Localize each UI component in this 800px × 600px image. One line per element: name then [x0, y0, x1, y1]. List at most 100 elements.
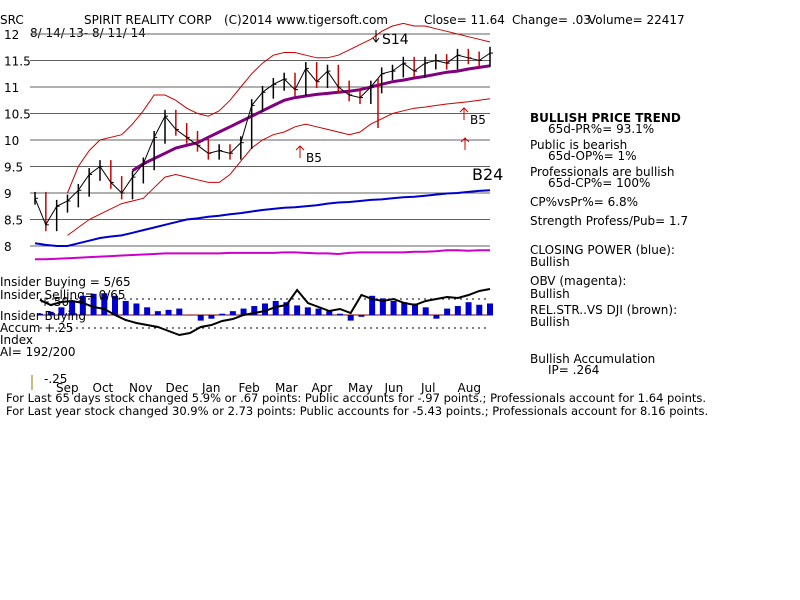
accum-minus25-label: -.25 — [44, 372, 68, 386]
accum-bar — [187, 315, 193, 316]
accum-bar — [379, 298, 386, 316]
accum-bar — [294, 305, 301, 316]
accum-bar — [208, 315, 215, 319]
analysis-line: Bullish Accumulation — [530, 352, 656, 366]
y-tick-label: 11 — [4, 81, 19, 95]
accum-bar — [412, 303, 418, 316]
accum-bar — [112, 295, 118, 316]
accum-bar — [37, 313, 43, 316]
signal-label: S14 — [382, 32, 409, 48]
accum-plus25-label: Accum +.25 — [0, 321, 74, 335]
analysis-line: IP= .264 — [548, 363, 600, 377]
signal-label: B5 — [306, 151, 322, 165]
price-bars — [34, 46, 493, 337]
obv-line — [35, 249, 490, 261]
accum-bar — [154, 311, 161, 316]
accum-bar — [444, 308, 451, 316]
y-tick-label: 12 — [4, 28, 19, 42]
analysis-line: 65d-PR%= 93.1% — [548, 122, 655, 136]
insider-buying-label-2: Insider Buying — [0, 309, 86, 323]
accum-bar — [79, 295, 86, 316]
company-name: SPIRIT REALITY CORP — [84, 13, 212, 27]
accum-bar — [122, 300, 129, 316]
y-tick-label: 11.5 — [4, 55, 31, 69]
accum-bar — [337, 313, 343, 316]
accum-bar — [433, 315, 440, 319]
buy-arrow-icon — [460, 137, 470, 150]
insider-selling-label: Insider Selling= 0/65 — [0, 288, 126, 302]
date-range: 8/ 14/ 13- 8/ 11/ 14 — [30, 26, 146, 40]
sell-arrow-icon — [372, 30, 380, 43]
accum-bar — [272, 300, 279, 316]
x-tick-label: May — [348, 381, 373, 395]
accum-bar — [315, 308, 322, 316]
x-tick-label: Sep — [56, 381, 79, 395]
closing-power-line — [34, 189, 491, 247]
analysis-line: Strength Profess/Pub= 1.7 — [530, 214, 689, 228]
accum-bar — [176, 308, 183, 316]
x-tick-label: Aug — [458, 381, 481, 395]
x-tick-label: Jun — [384, 381, 404, 395]
upper-band-line — [67, 22, 491, 194]
accum-bar — [326, 311, 333, 316]
buy-arrow-icon — [295, 145, 305, 158]
accum-bar — [144, 307, 151, 316]
chart-series — [34, 22, 491, 261]
signal-label: B5 — [470, 113, 486, 127]
relstr-line — [39, 288, 491, 337]
price-gridlines — [30, 33, 490, 247]
x-tick-label: Dec — [166, 381, 189, 395]
y-tick-label: 10.5 — [4, 108, 31, 122]
footer-1-year: For Last year stock changed 30.9% or 2.7… — [6, 404, 709, 418]
analysis-line: 65d-CP%= 100% — [548, 176, 651, 190]
accum-bar — [251, 306, 258, 316]
month-axis: Sep Oct Nov Dec Jan Feb Mar Apr May Jun Jul Aug — [31, 375, 481, 395]
analysis-line: Professionals are bullish — [530, 165, 675, 179]
accum-plus50-label: +.50 — [40, 295, 70, 309]
accum-bar — [262, 303, 268, 316]
accum-bar — [101, 293, 108, 316]
analysis-line: Bullish — [530, 287, 570, 301]
analysis-line: CP%vsPr%= 6.8% — [530, 195, 639, 209]
buy-arrow-icon — [459, 107, 469, 120]
x-tick-label: Feb — [239, 381, 260, 395]
analysis-line: CLOSING POWER (blue): — [530, 243, 675, 257]
accum-bar — [487, 303, 493, 316]
signal-label: B24 — [472, 165, 503, 184]
index-label: Index — [0, 333, 34, 347]
price-change: Change= .03 — [512, 13, 591, 27]
accum-bar — [47, 311, 54, 316]
y-tick-label: 9 — [4, 187, 12, 201]
analysis-line: BULLISH PRICE TREND — [530, 111, 681, 125]
analysis-line: 65d-OP%= 1% — [548, 149, 637, 163]
accum-bar — [133, 303, 140, 316]
price-axis-ticks: 12 11.5 11 10.5 10 9.5 9 8.5 8 — [4, 28, 31, 254]
x-tick-label: Jan — [201, 381, 221, 395]
ma-purple-line — [131, 64, 491, 172]
signal-annotations: S14 B5 B5 B24 — [295, 30, 503, 184]
accum-bar — [219, 313, 226, 316]
accum-bar — [476, 304, 483, 316]
accum-bar — [347, 315, 354, 321]
x-tick-label: Jul — [420, 381, 435, 395]
close-price: Close= 11.64 — [424, 13, 505, 27]
ai-score-label: AI= 192/200 — [0, 345, 76, 359]
accum-bar — [465, 302, 472, 316]
accum-bar — [454, 306, 461, 316]
analysis-line: REL.STR..VS DJI (brown): — [530, 303, 678, 317]
y-tick-label: 10 — [4, 134, 19, 148]
lower-band-line — [67, 98, 491, 236]
accum-bar — [390, 300, 397, 316]
y-tick-label: 8 — [4, 240, 12, 254]
y-tick-label: 9.5 — [4, 161, 23, 175]
ticker-symbol: SRC — [0, 13, 24, 27]
accum-bar — [369, 295, 376, 316]
accum-bar — [240, 308, 247, 316]
accum-bar — [90, 293, 97, 316]
accum-bar — [197, 315, 204, 321]
accum-bar — [58, 307, 65, 316]
analysis-line: Bullish — [530, 315, 570, 329]
accum-bar — [358, 315, 365, 317]
accum-bar — [165, 309, 172, 316]
